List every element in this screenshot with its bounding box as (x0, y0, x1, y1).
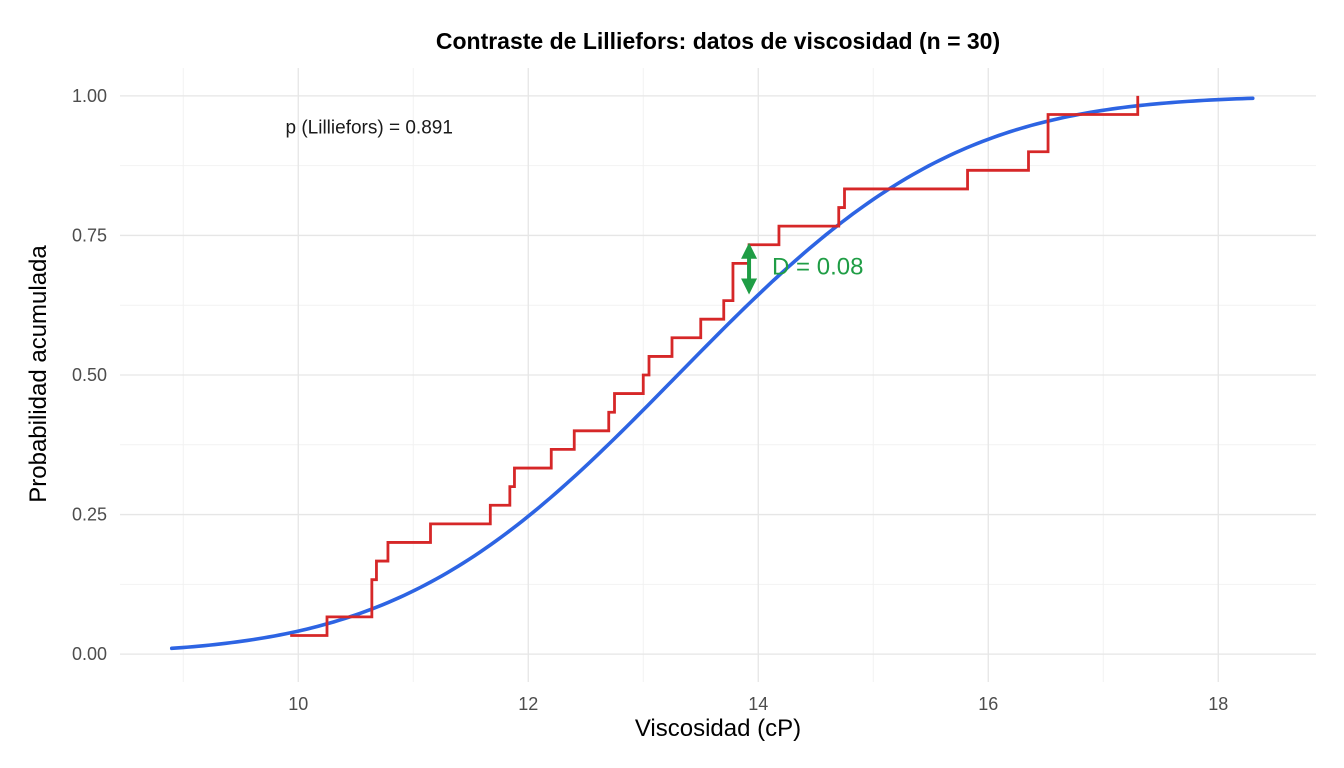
axis-ticks: 10 12 14 16 18 0.00 0.25 0.50 0.75 1.00 (72, 86, 1228, 714)
normal-cdf-line (169, 96, 1255, 651)
y-tick-label: 0.75 (72, 225, 107, 245)
ecdf-step-line (290, 95, 1140, 637)
x-tick-label: 16 (978, 694, 998, 714)
annotations: p (Lilliefors) = 0.891 D = 0.08 (286, 118, 864, 281)
y-tick-label: 0.50 (72, 365, 107, 385)
x-tick-label: 18 (1208, 694, 1228, 714)
y-tick-label: 0.25 (72, 505, 107, 525)
plot-area (169, 95, 1255, 651)
y-tick-label: 0.00 (72, 644, 107, 664)
d-statistic-label: D = 0.08 (772, 254, 863, 281)
y-axis-label: Probabilidad acumulada (25, 245, 52, 503)
p-value-annotation: p (Lilliefors) = 0.891 (286, 118, 453, 139)
x-tick-label: 12 (518, 694, 538, 714)
chart-title: Contraste de Lilliefors: datos de viscos… (436, 28, 1000, 54)
y-tick-label: 1.00 (72, 86, 107, 106)
x-tick-label: 14 (748, 694, 768, 714)
x-tick-label: 10 (288, 694, 308, 714)
grid (120, 68, 1316, 682)
x-axis-label: Viscosidad (cP) (635, 715, 801, 742)
